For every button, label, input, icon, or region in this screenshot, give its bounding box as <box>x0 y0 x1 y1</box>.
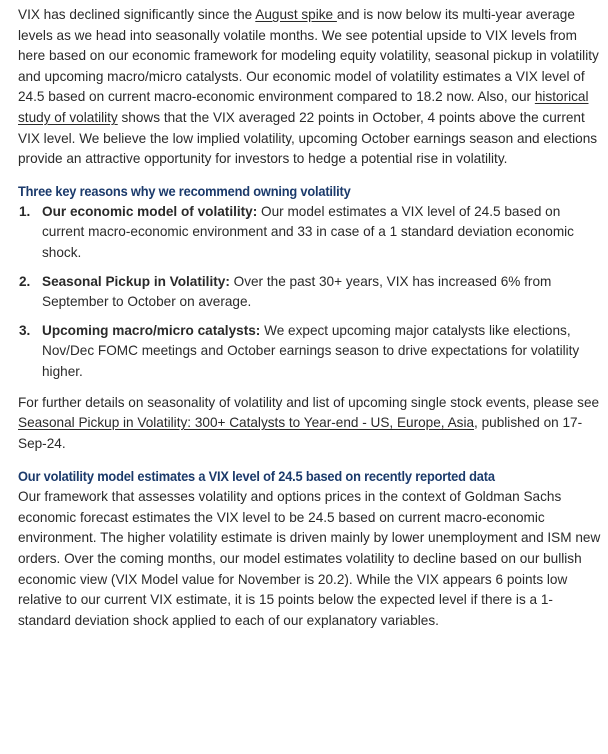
historical-study-link[interactable]: historical study of volatility <box>18 89 589 125</box>
intro-text-1: VIX has declined significantly since the <box>18 7 256 22</box>
intro-text-2: and is now below its multi-year average … <box>18 7 599 105</box>
list-item-body: Our model estimates a VIX level of 24.5 … <box>42 203 574 260</box>
list-item-title: Our economic model of volatility: <box>42 203 258 219</box>
august-spike-link[interactable]: August spike <box>255 7 337 22</box>
reasons-list: 1. Our economic model of volatility: Our… <box>18 202 602 383</box>
section-heading-reasons: Three key reasons why we recommend ownin… <box>18 183 351 199</box>
section-heading-model: Our volatility model estimates a VIX lev… <box>18 469 495 485</box>
list-item-body: Over the past 30+ years, VIX has increas… <box>42 273 552 310</box>
list-item-body: We expect upcoming major catalysts like … <box>42 322 580 379</box>
list-item-title: Seasonal Pickup in Volatility: <box>42 273 230 289</box>
seasonal-pickup-report-link[interactable]: Seasonal Pickup in Volatility: 300+ Cata… <box>18 415 475 431</box>
list-item: 1. Our economic model of volatility: Our… <box>18 202 602 264</box>
model-paragraph: Our framework that assesses volatility a… <box>18 489 601 628</box>
intro-text-3: shows that the VIX averaged 22 points in… <box>18 109 598 167</box>
list-item-number: 1. <box>19 203 31 219</box>
further-text-1: For further details on seasonality of vo… <box>18 394 600 410</box>
intro-paragraph: VIX has declined significantly since the… <box>18 0 602 170</box>
list-item-number: 3. <box>19 322 31 338</box>
list-item: 2. Seasonal Pickup in Volatility: Over t… <box>18 272 602 313</box>
list-item: 3. Upcoming macro/micro catalysts: We ex… <box>18 321 602 383</box>
document-page: VIX has declined significantly since the… <box>18 0 602 631</box>
list-item-title: Upcoming macro/micro catalysts: <box>42 322 261 338</box>
further-details-paragraph: For further details on seasonality of vo… <box>18 393 602 455</box>
list-item-number: 2. <box>19 273 31 289</box>
further-text-2: , published on 17-Sep-24. <box>18 415 583 451</box>
